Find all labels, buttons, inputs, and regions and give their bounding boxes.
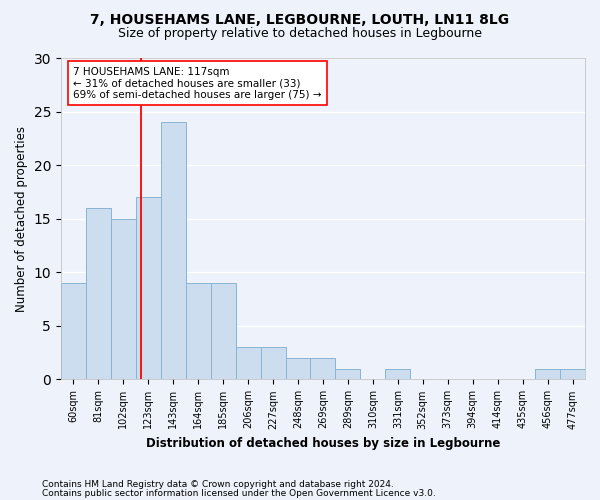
- Bar: [560, 368, 585, 380]
- X-axis label: Distribution of detached houses by size in Legbourne: Distribution of detached houses by size …: [146, 437, 500, 450]
- Text: 7, HOUSEHAMS LANE, LEGBOURNE, LOUTH, LN11 8LG: 7, HOUSEHAMS LANE, LEGBOURNE, LOUTH, LN1…: [91, 12, 509, 26]
- Y-axis label: Number of detached properties: Number of detached properties: [15, 126, 28, 312]
- Bar: [61, 283, 86, 380]
- Bar: [111, 218, 136, 380]
- Bar: [136, 198, 161, 380]
- Text: 7 HOUSEHAMS LANE: 117sqm
← 31% of detached houses are smaller (33)
69% of semi-d: 7 HOUSEHAMS LANE: 117sqm ← 31% of detach…: [73, 66, 322, 100]
- Bar: [535, 368, 560, 380]
- Text: Size of property relative to detached houses in Legbourne: Size of property relative to detached ho…: [118, 28, 482, 40]
- Bar: [286, 358, 310, 380]
- Bar: [211, 283, 236, 380]
- Bar: [385, 368, 410, 380]
- Bar: [161, 122, 185, 380]
- Bar: [86, 208, 111, 380]
- Text: Contains HM Land Registry data © Crown copyright and database right 2024.: Contains HM Land Registry data © Crown c…: [42, 480, 394, 489]
- Bar: [335, 368, 361, 380]
- Text: Contains public sector information licensed under the Open Government Licence v3: Contains public sector information licen…: [42, 489, 436, 498]
- Bar: [260, 348, 286, 380]
- Bar: [185, 283, 211, 380]
- Bar: [310, 358, 335, 380]
- Bar: [236, 348, 260, 380]
